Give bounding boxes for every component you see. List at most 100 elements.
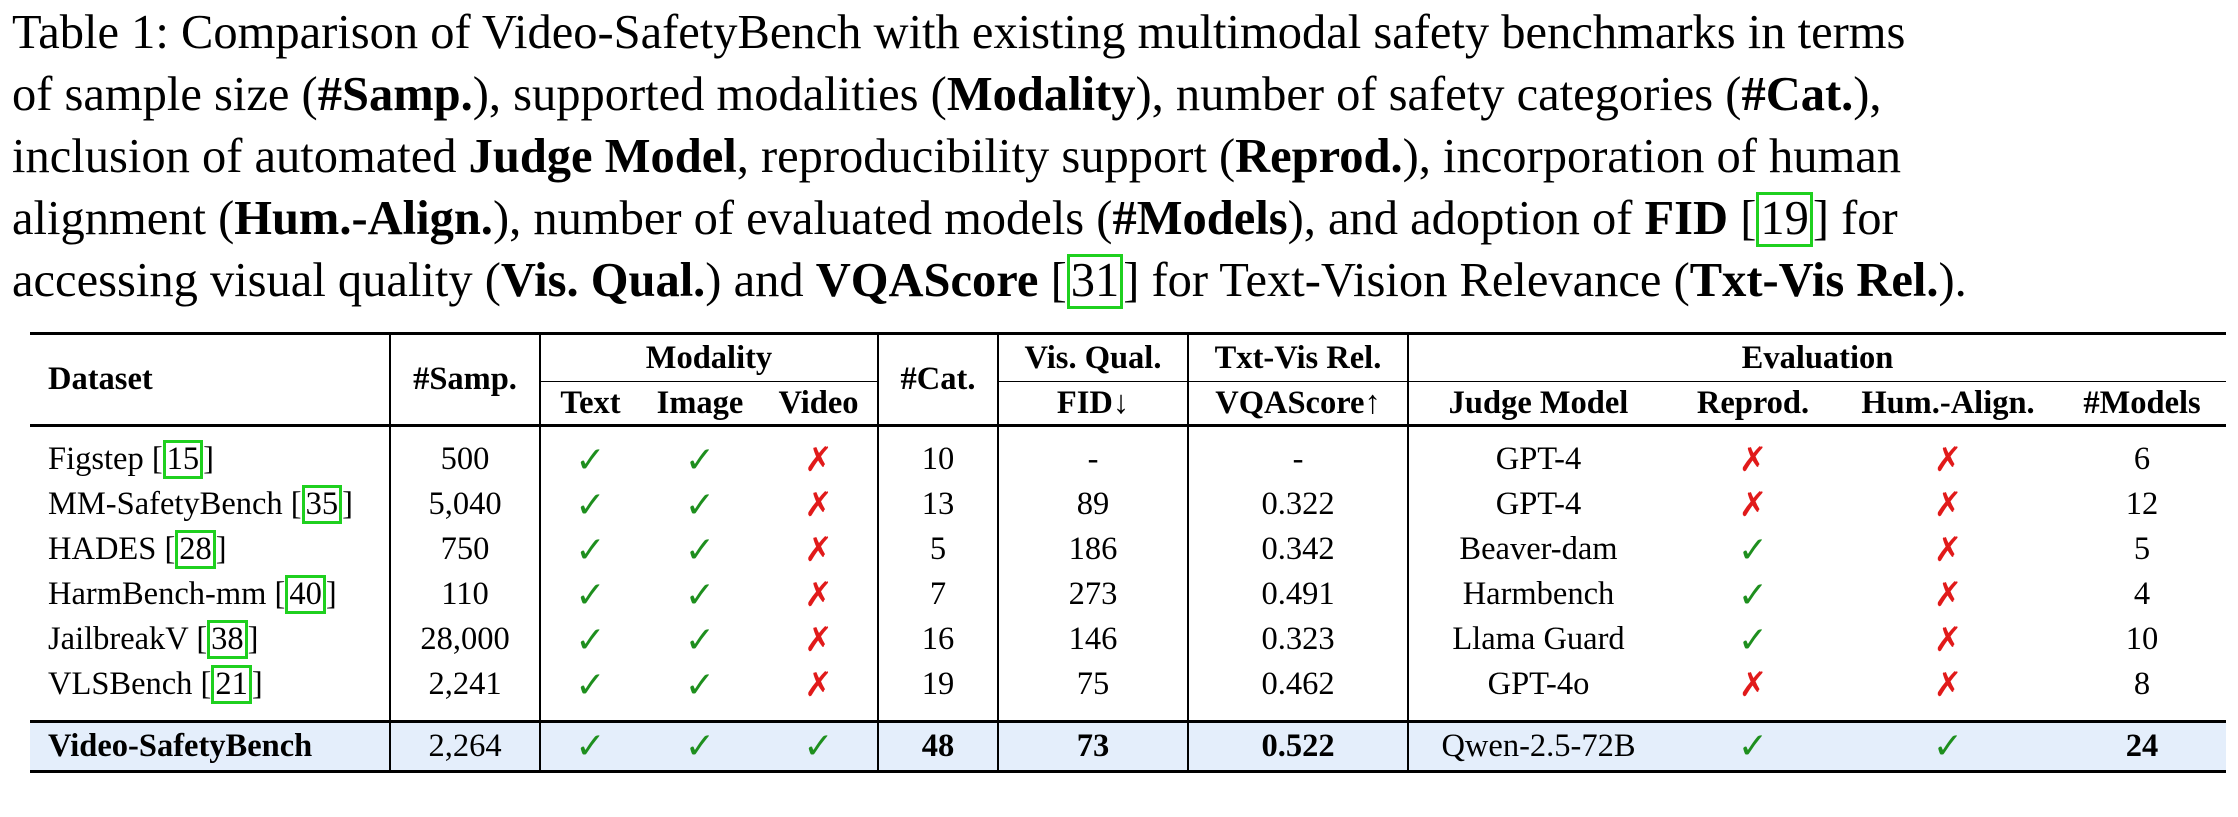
vqa-value: 0.522 [1188,721,1409,771]
judge-value: GPT-4o [1487,666,1590,702]
models-value: 6 [2133,441,2151,477]
check-icon: ✓ [684,726,716,766]
cross-icon: ✗ [1933,576,1963,614]
citation-link[interactable]: 40 [285,575,326,614]
models-value: 4 [2133,576,2151,612]
check-icon: ✓ [575,529,606,570]
caption-line-5: accessing visual quality (Vis. Qual.) an… [12,254,1967,309]
check-icon: ✓ [760,721,879,771]
vqa-value: 0.491 [1188,572,1409,617]
citation-link[interactable]: 35 [301,485,343,524]
fid-value: - [998,437,1189,482]
cat-value: 10 [878,437,999,482]
fid-value: 75 [998,662,1189,707]
bracket: ] [251,666,263,703]
citation-link[interactable]: 38 [207,620,248,659]
cat-value: 19 [878,662,999,707]
table-row-ours: Video-SafetyBench 2,264 ✓ ✓ ✓ 48 73 0.52… [30,721,2226,771]
judge-value: GPT-4 [1495,441,1582,477]
cat-value: 16 [878,617,999,662]
check-icon: ✓ [684,619,716,660]
cross-icon: ✗ [1738,666,1768,704]
table-row: MM-SafetyBench [35] 5,040 ✓ ✓ ✗ 13 89 0.… [30,482,2226,527]
check-icon: ✓ [575,439,606,480]
header-modality: Modality [540,333,879,382]
caption-line-1: Table 1: Comparison of Video-SafetyBench… [12,6,1906,59]
citation-link[interactable]: 19 [1756,192,1813,247]
check-icon: ✓ [684,529,716,570]
header-judge: Judge Model [1408,381,1668,426]
check-icon: ✓ [575,664,606,705]
caption-line-2: of sample size (#Samp.), supported modal… [12,68,1882,121]
citation-link[interactable]: 31 [1066,254,1124,309]
cross-icon: ✗ [1933,441,1963,479]
dataset-name: Video-SafetyBench [30,721,391,771]
cross-icon: ✗ [1933,531,1963,569]
table-row: HarmBench-mm [40] 110 ✓ ✓ ✗ 7 273 0.491 … [30,572,2226,617]
dataset-name: HarmBench-mm [40] [30,572,391,617]
caption-line-3: inclusion of automated Judge Model, repr… [12,130,1901,183]
samp-value: 2,241 [390,662,541,707]
table-row: Figstep [15] 500 ✓ ✓ ✗ 10 - - GPT-4 ✗ ✗ … [30,437,2226,482]
header-vqascore: VQAScore↑ [1188,381,1409,426]
table-row: VLSBench [21] 2,241 ✓ ✓ ✗ 19 75 0.462 GP… [30,662,2226,707]
header-text: Text [540,381,640,426]
citation-link[interactable]: 15 [162,440,204,479]
cross-icon: ✗ [760,482,879,527]
fid-value: 186 [998,527,1189,572]
bracket: ] [215,531,227,568]
bracket: ] [325,576,337,613]
check-icon: ✓ [684,439,716,480]
header-humalign: Hum.-Align. [1838,381,2058,426]
cat-value: 48 [878,721,999,771]
cross-icon: ✗ [760,527,879,572]
fid-value: 73 [998,721,1189,771]
check-icon: ✓ [1737,726,1769,766]
header-reprod: Reprod. [1668,381,1838,426]
fid-value: 89 [998,482,1189,527]
check-icon: ✓ [575,619,606,660]
dataset-name: VLSBench [21] [30,662,391,707]
judge-value: GPT-4 [1495,486,1582,522]
vqa-value: 0.322 [1188,482,1409,527]
fid-value: 146 [998,617,1189,662]
dataset-name: HADES [28] [30,527,391,572]
header-row-1: Dataset #Samp. Modality #Cat. Vis. Qual.… [30,333,2226,426]
comparison-table: Dataset #Samp. Modality #Cat. Vis. Qual.… [30,332,2226,773]
cross-icon: ✗ [760,617,879,662]
header-dataset: Dataset [30,333,391,426]
bracket: ] [247,621,259,658]
spacer-row [30,707,2226,721]
check-icon: ✓ [575,726,606,766]
cross-icon: ✗ [760,572,879,617]
cross-icon: ✗ [1738,441,1768,479]
header-txtvis: Txt-Vis Rel. [1188,333,1409,382]
header-samp: #Samp. [390,333,541,426]
samp-value: 750 [390,527,541,572]
check-icon: ✓ [575,574,606,615]
dataset-name: Figstep [15] [30,437,391,482]
cross-icon: ✗ [1933,621,1963,659]
citation-link[interactable]: 28 [175,530,216,569]
cat-value: 7 [878,572,999,617]
check-icon: ✓ [684,574,716,615]
judge-value: Qwen-2.5-72B [1441,727,1636,764]
bracket: ] [203,441,214,478]
check-icon: ✓ [1737,619,1769,660]
samp-value: 28,000 [390,617,541,662]
samp-value: 500 [390,437,541,482]
citation-link[interactable]: 21 [211,665,252,704]
fid-value: 273 [998,572,1189,617]
judge-value: Harmbench [1462,576,1615,612]
check-icon: ✓ [684,664,716,705]
dataset-name: MM-SafetyBench [35] [30,482,391,527]
header-cat: #Cat. [878,333,999,426]
spacer-row [30,425,2226,437]
judge-value: Llama Guard [1452,621,1625,657]
table-caption: Table 1: Comparison of Video-SafetyBench… [12,2,2226,312]
models-value: 12 [2125,486,2159,522]
models-value: 5 [2133,531,2151,567]
cross-icon: ✗ [760,662,879,707]
header-video: Video [760,381,879,426]
header-row-2: Text Image Video FID↓ VQAScore↑ Judge Mo… [30,381,2226,426]
